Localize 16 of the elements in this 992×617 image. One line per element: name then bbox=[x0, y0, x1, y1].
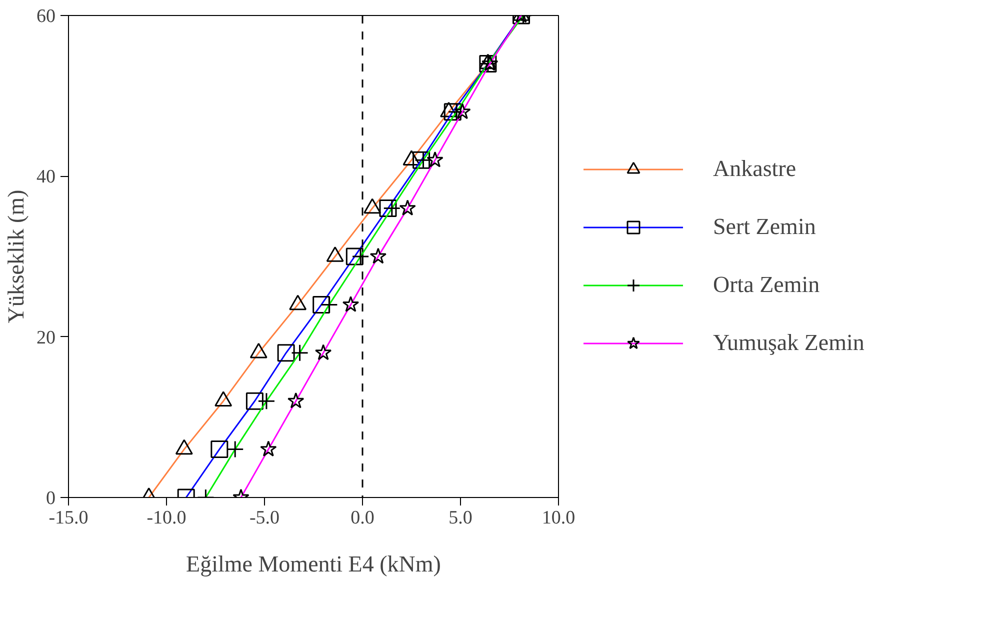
legend-label: Ankastre bbox=[713, 156, 796, 182]
x-tick-label: -5.0 bbox=[249, 508, 280, 528]
x-tick-label: -10.0 bbox=[146, 508, 186, 528]
x-tick-label: -15.0 bbox=[48, 508, 88, 528]
y-axis-title: Yükseklik (m) bbox=[4, 190, 28, 324]
x-axis-title: Eğilme Momenti E4 (kNm) bbox=[186, 552, 441, 576]
y-tick-label: 20 bbox=[36, 327, 56, 348]
x-tick-label: 5.0 bbox=[448, 508, 472, 528]
legend-label: Yumuşak Zemin bbox=[713, 330, 864, 356]
legend-label: Sert Zemin bbox=[713, 214, 816, 240]
y-tick-label: 0 bbox=[46, 488, 56, 509]
legend-label: Orta Zemin bbox=[713, 272, 820, 298]
y-tick-label: 60 bbox=[36, 6, 56, 27]
x-tick-label: 10.0 bbox=[542, 508, 576, 528]
y-tick-label: 40 bbox=[36, 166, 56, 188]
x-tick-label: 0.0 bbox=[350, 508, 374, 528]
